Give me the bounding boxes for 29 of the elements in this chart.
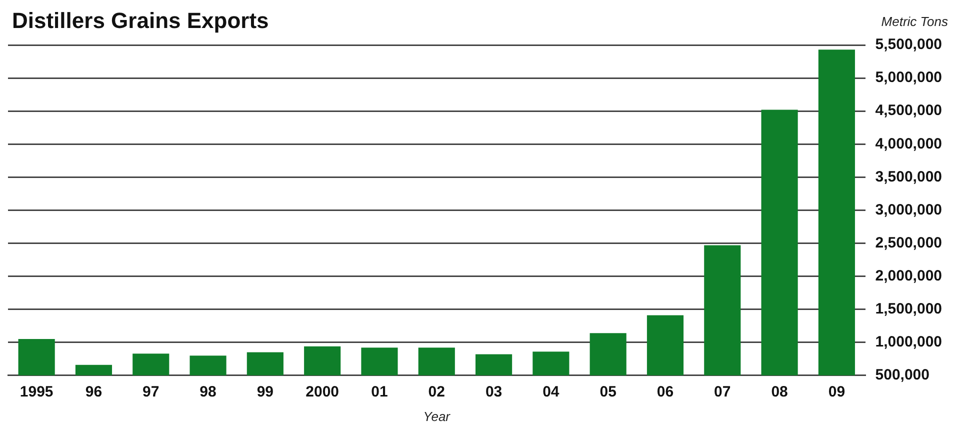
x-tick-label: 99 — [256, 384, 274, 401]
x-tick-label: 2000 — [306, 384, 340, 401]
x-tick-label: 97 — [142, 384, 160, 401]
y-tick-label: 3,000,000 — [875, 201, 942, 218]
x-tick-label: 09 — [828, 384, 846, 401]
x-tick-label: 04 — [542, 384, 560, 401]
x-tick-label: 1995 — [20, 384, 54, 401]
x-axis-title: Year — [423, 408, 451, 424]
y-tick-label: 1,500,000 — [875, 300, 942, 318]
x-tick-label: 05 — [600, 384, 616, 401]
chart-title: Distillers Grains Exports — [12, 8, 269, 34]
y-tick-label: 500,000 — [875, 366, 930, 384]
x-tick-label: 01 — [371, 384, 388, 401]
y-tick-label: 4,500,000 — [875, 102, 942, 120]
y-tick-label: 4,000,000 — [875, 135, 942, 152]
y-tick-label: 3,500,000 — [875, 168, 942, 186]
y-tick-label: 5,000,000 — [875, 69, 942, 86]
y-tick-label: 2,500,000 — [875, 234, 942, 252]
x-tick-label: 06 — [656, 384, 674, 401]
y-tick-label: 2,000,000 — [875, 267, 942, 284]
y-tick-label: 1,000,000 — [875, 334, 942, 350]
x-tick-label: 07 — [714, 384, 731, 401]
x-tick-label: 08 — [771, 384, 788, 401]
y-axis-title: Metric Tons — [881, 14, 948, 29]
x-tick-label: 98 — [200, 384, 216, 401]
x-tick-label: 02 — [428, 384, 445, 401]
x-tick-label: 03 — [485, 384, 502, 401]
y-tick-label: 5,500,000 — [875, 36, 942, 54]
x-tick-label: 96 — [85, 384, 102, 401]
